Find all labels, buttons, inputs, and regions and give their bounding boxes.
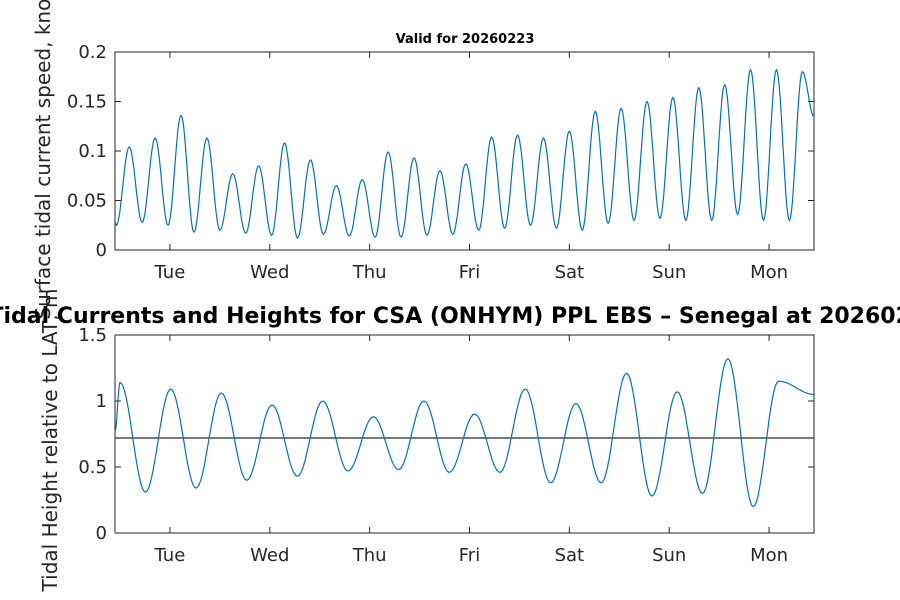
current-speed-y-tick-label: 0.1 — [78, 141, 107, 162]
tidal-height-series — [114, 358, 815, 508]
tidal-height-y-tick-label: 1 — [96, 391, 107, 412]
current-speed-y-ticks: 0 0.05 0.1 0.15 0.2 — [67, 42, 814, 261]
current-speed-x-ticks: Tue Wed Thu Fri Sat Sun Mon — [154, 52, 788, 283]
current-speed-y-tick-label: 0 — [96, 240, 107, 261]
main-title: Tidal Currents and Heights for CSA (ONHY… — [0, 304, 900, 329]
current-speed-x-tick-label: Thu — [352, 262, 387, 283]
current-speed-x-tick-label: Tue — [154, 262, 186, 283]
tidal-height-x-tick-label: Sat — [555, 545, 585, 566]
tidal-height-x-tick-label: Mon — [750, 545, 788, 566]
tidal-height-y-label: Tidal Height relative to LAT, m — [38, 289, 62, 593]
tidal-height-y-ticks: 0 0.5 1 1.5 — [78, 325, 814, 544]
current-speed-y-tick-label: 0.2 — [78, 42, 107, 63]
current-speed-x-tick-label: Sun — [652, 262, 686, 283]
tidal-height-x-tick-label: Fri — [459, 545, 480, 566]
tidal-height-x-ticks: Tue Wed Thu Fri Sat Sun Mon — [154, 335, 788, 566]
tidal-height-y-tick-label: 0.5 — [78, 457, 107, 478]
current-speed-x-tick-label: Wed — [250, 262, 289, 283]
current-speed-x-tick-label: Sat — [555, 262, 585, 283]
current-speed-axes — [114, 51, 815, 251]
tidal-height-y-tick-label: 0 — [96, 523, 107, 544]
tidal-height-x-tick-label: Thu — [352, 545, 387, 566]
tidal-height-y-tick-label: 1.5 — [78, 325, 107, 346]
current-speed-x-tick-label: Fri — [459, 262, 480, 283]
current-speed-y-label: Surface tidal current speed, knots — [31, 0, 55, 320]
tidal-height-panel: 0 0.5 1 1.5 Tue Wed Thu Fri Sat Sun Mon Tidal Hei… — [0, 289, 900, 593]
tidal-height-x-tick-label: Sun — [652, 545, 686, 566]
current-speed-panel: Valid for 20260223 0 0.05 0.1 0.15 0.2 Tue We… — [31, 0, 815, 320]
tidal-height-x-tick-label: Wed — [250, 545, 289, 566]
current-speed-y-tick-label: 0.05 — [67, 191, 107, 212]
current-speed-series — [114, 68, 815, 240]
current-speed-title: Valid for 20260223 — [396, 32, 535, 47]
tidal-height-x-tick-label: Tue — [154, 545, 186, 566]
current-speed-x-tick-label: Mon — [750, 262, 788, 283]
current-speed-y-tick-label: 0.15 — [67, 92, 107, 113]
